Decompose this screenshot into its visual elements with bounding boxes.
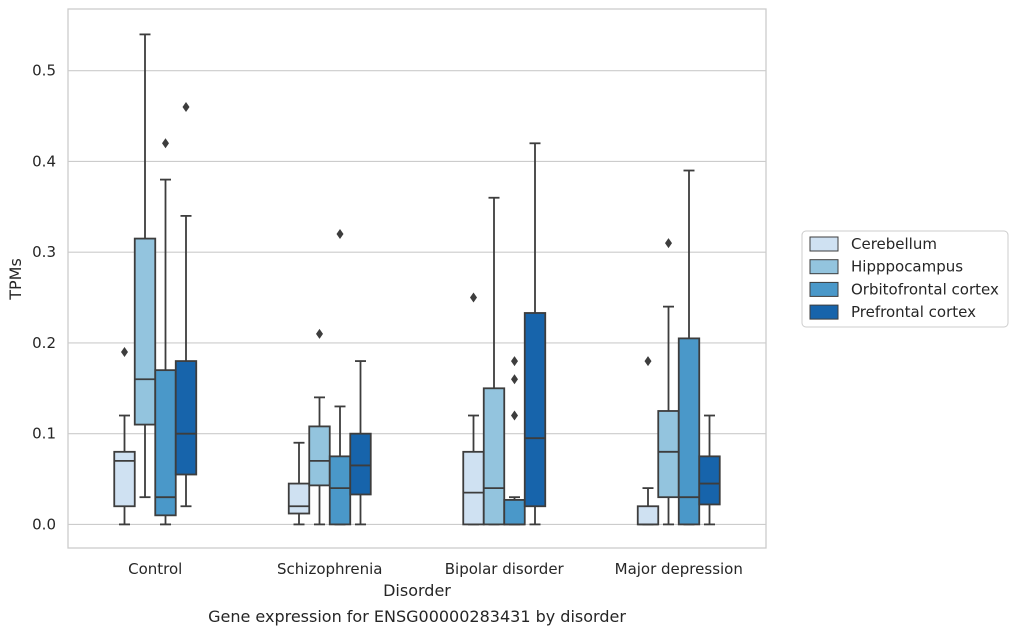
legend-swatch (809, 281, 839, 297)
y-tick-label: 0.2 (32, 334, 56, 352)
outlier-point (511, 374, 518, 385)
box-iqr (328, 455, 352, 526)
y-tick-label: 0.3 (32, 243, 56, 261)
box-iqr (462, 450, 485, 526)
legend-swatch (809, 236, 839, 252)
box-major-depression (636, 356, 660, 526)
legend-swatch (809, 304, 839, 320)
outlier-point (182, 102, 190, 112)
x-tick-label: Control (128, 560, 182, 578)
box-major-depression (677, 169, 701, 526)
x-axis-title: Disorder (383, 581, 451, 600)
box-control (174, 102, 198, 508)
box-control (113, 347, 136, 526)
box-major-depression (657, 238, 680, 526)
y-tick-label: 0.5 (32, 62, 56, 80)
x-tick-label: Bipolar disorder (445, 560, 565, 578)
outlier-point (644, 356, 652, 367)
box-iqr (287, 482, 311, 515)
box-schizophrenia (287, 441, 311, 526)
outlier-point (162, 138, 169, 149)
series-hipppocampus (133, 33, 680, 526)
box-bipolar-disorder (523, 142, 547, 526)
box-iqr (657, 410, 680, 499)
box-iqr (113, 450, 136, 508)
box-control (154, 138, 177, 526)
box-iqr (482, 387, 506, 526)
y-tick-label: 0.1 (32, 425, 56, 443)
box-iqr (308, 425, 331, 487)
legend-label: Cerebellum (851, 235, 937, 253)
x-tick-label: Major depression (615, 560, 743, 578)
box-iqr (677, 337, 701, 526)
box-schizophrenia (349, 360, 372, 526)
box-control (133, 33, 157, 499)
legend-swatch (809, 259, 839, 275)
box-bipolar-disorder (462, 292, 485, 526)
outlier-point (336, 229, 344, 240)
outlier-point (121, 347, 128, 357)
series-orbitofrontal-cortex (154, 138, 701, 526)
box-bipolar-disorder (482, 196, 506, 526)
box-iqr (133, 237, 157, 426)
x-tick-label: Schizophrenia (277, 560, 382, 578)
legend-label: Prefrontal cortex (851, 303, 976, 321)
y-tick-label: 0.4 (32, 152, 56, 170)
legend-items: Cerebellum Hipppocampus Orbitofrontal cort… (809, 235, 999, 321)
legend-label: Orbitofrontal cortex (851, 280, 999, 298)
box-schizophrenia (308, 328, 331, 526)
x-tick-labels: Control Schizophrenia Bipolar disorder Majo… (128, 560, 743, 578)
outlier-point (511, 410, 518, 421)
box-iqr (523, 312, 547, 508)
outlier-point (511, 356, 518, 367)
box-iqr (636, 505, 660, 526)
box-series (113, 33, 721, 526)
box-bipolar-disorder (503, 356, 526, 526)
series-prefrontal-cortex (174, 102, 721, 526)
legend-frame (801, 230, 1009, 328)
box-iqr (174, 360, 198, 476)
plot-frame (67, 8, 767, 549)
box-iqr (503, 499, 526, 526)
outlier-point (316, 328, 323, 339)
outlier-point (665, 238, 672, 249)
box-major-depression (698, 414, 721, 526)
y-tick-label: 0.0 (32, 515, 56, 533)
outlier-point (470, 292, 477, 303)
legend: Cerebellum Hipppocampus Orbitofrontal cort… (801, 230, 1009, 328)
chart-caption: Gene expression for ENSG00000283431 by d… (208, 607, 626, 626)
box-schizophrenia (328, 229, 352, 526)
y-tick-labels: 0.0 0.1 0.2 0.3 0.4 0.5 (32, 62, 56, 534)
box-iqr (154, 369, 177, 517)
box-iqr (698, 455, 721, 506)
y-axis-title: TPMs (6, 258, 25, 301)
box-iqr (349, 432, 372, 496)
legend-label: Hipppocampus (851, 258, 963, 276)
